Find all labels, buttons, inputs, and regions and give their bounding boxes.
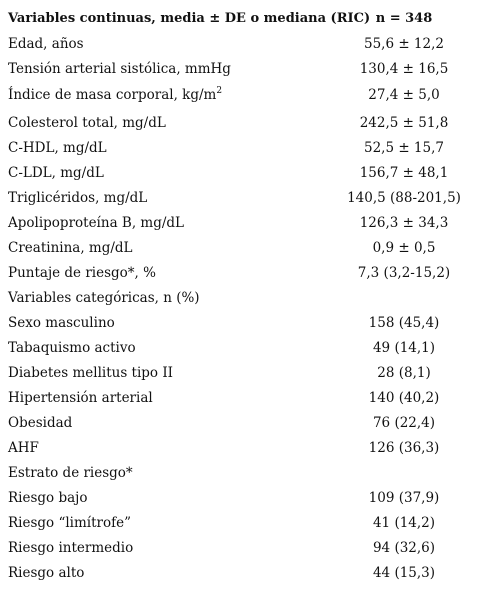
row-label: Edad, años (8, 35, 84, 52)
row-value: 126 (36,3) (368, 439, 440, 456)
row-value: 158 (45,4) (368, 314, 440, 331)
row-value: 109 (37,9) (368, 489, 440, 506)
row-label-superscript: 2 (216, 85, 223, 96)
row-label: Colesterol total, mg/dL (8, 114, 166, 131)
table-row: Edad, años 55,6 ± 12,2 (0, 31, 489, 56)
table-row: Sexo masculino 158 (45,4) (0, 310, 489, 335)
row-value: 49 (14,1) (372, 339, 436, 356)
row-value: 7,3 (3,2-15,2) (357, 264, 451, 281)
row-label: Índice de masa corporal, kg/m2 (8, 85, 223, 103)
table-row: Colesterol total, mg/dL 242,5 ± 51,8 (0, 110, 489, 135)
table-header: Variables continuas, media ± DE o median… (0, 6, 489, 31)
table-row: Riesgo bajo 109 (37,9) (0, 485, 489, 510)
row-value: 0,9 ± 0,5 (372, 239, 436, 256)
row-label: Diabetes mellitus tipo II (8, 364, 174, 381)
row-label-text: Índice de masa corporal, kg/m (8, 86, 217, 103)
table-row: Hipertensión arterial 140 (40,2) (0, 385, 489, 410)
row-value: 156,7 ± 48,1 (359, 164, 449, 181)
row-label: Sexo masculino (8, 314, 115, 331)
table-row: Riesgo “limítrofe” 41 (14,2) (0, 510, 489, 535)
row-value: 44 (15,3) (372, 564, 436, 581)
row-value: 94 (32,6) (372, 539, 436, 556)
table-row: C-LDL, mg/dL 156,7 ± 48,1 (0, 160, 489, 185)
row-label: Riesgo bajo (8, 489, 88, 506)
header-value: n = 348 (375, 11, 433, 26)
section-heading: Variables categóricas, n (%) (8, 289, 200, 306)
row-label: Tensión arterial sistólica, mmHg (8, 60, 231, 77)
row-value: 28 (8,1) (377, 364, 431, 381)
row-label: Apolipoproteína B, mg/dL (8, 214, 185, 231)
row-label: Hipertensión arterial (8, 389, 153, 406)
row-value: 126,3 ± 34,3 (359, 214, 449, 231)
table-row: Diabetes mellitus tipo II 28 (8,1) (0, 360, 489, 385)
section-heading: Estrato de riesgo* (8, 464, 133, 481)
row-value: 27,4 ± 5,0 (368, 86, 440, 103)
table-row: Tensión arterial sistólica, mmHg 130,4 ±… (0, 56, 489, 81)
row-value: 52,5 ± 15,7 (363, 139, 444, 156)
table-row: Índice de masa corporal, kg/m2 27,4 ± 5,… (0, 82, 489, 107)
row-label: Riesgo intermedio (8, 539, 134, 556)
table-row: C-HDL, mg/dL 52,5 ± 15,7 (0, 135, 489, 160)
row-value: 140 (40,2) (368, 389, 440, 406)
table-row: Triglicéridos, mg/dL 140,5 (88-201,5) (0, 185, 489, 210)
row-label: C-HDL, mg/dL (8, 139, 107, 156)
row-label: C-LDL, mg/dL (8, 164, 104, 181)
row-label: Tabaquismo activo (8, 339, 136, 356)
row-value: 242,5 ± 51,8 (359, 114, 449, 131)
row-value: 140,5 (88-201,5) (347, 189, 461, 206)
table-row: Riesgo alto 44 (15,3) (0, 560, 489, 585)
section-heading-row: Estrato de riesgo* (0, 460, 489, 485)
header-label: Variables continuas, media ± DE o median… (8, 11, 371, 26)
table-row: Puntaje de riesgo*, % 7,3 (3,2-15,2) (0, 260, 489, 285)
row-label: Creatinina, mg/dL (8, 239, 133, 256)
row-value: 55,6 ± 12,2 (363, 35, 444, 52)
row-label: Puntaje de riesgo*, % (8, 264, 156, 281)
row-value: 41 (14,2) (372, 514, 436, 531)
row-label: Riesgo “limítrofe” (8, 514, 132, 531)
section-heading-row: Variables categóricas, n (%) (0, 285, 489, 310)
table-row: Apolipoproteína B, mg/dL 126,3 ± 34,3 (0, 210, 489, 235)
row-label: AHF (8, 439, 39, 456)
row-value: 130,4 ± 16,5 (359, 60, 449, 77)
table-row: Obesidad 76 (22,4) (0, 410, 489, 435)
row-label: Obesidad (8, 414, 73, 431)
table-row: Riesgo intermedio 94 (32,6) (0, 535, 489, 560)
row-value: 76 (22,4) (372, 414, 436, 431)
row-label: Riesgo alto (8, 564, 85, 581)
table-row: Creatinina, mg/dL 0,9 ± 0,5 (0, 235, 489, 260)
table-row: Tabaquismo activo 49 (14,1) (0, 335, 489, 360)
table-row: AHF 126 (36,3) (0, 435, 489, 460)
row-label: Triglicéridos, mg/dL (8, 189, 148, 206)
